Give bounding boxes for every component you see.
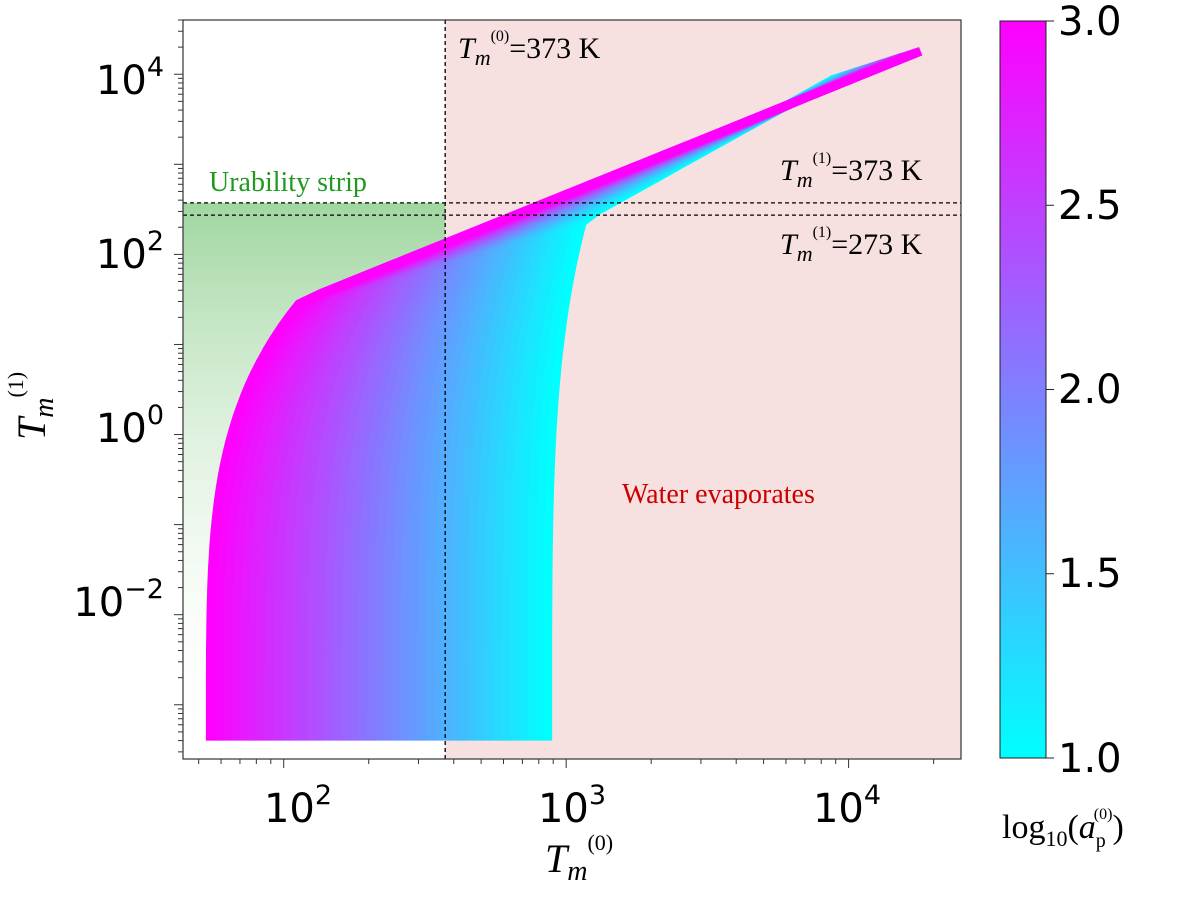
colorbar-label: log10(ap(0)) bbox=[1002, 806, 1124, 852]
colorbar-ticks bbox=[1046, 20, 1054, 759]
colorbar-tick-3.0: 3.0 bbox=[1058, 0, 1122, 45]
y-tick-label-1: 100 bbox=[96, 400, 164, 452]
plot-frame bbox=[182, 19, 962, 760]
colorbar-tick-2.5: 2.5 bbox=[1058, 183, 1122, 229]
axis-ticks bbox=[174, 19, 935, 768]
y-tick-label-100: 102 bbox=[96, 226, 164, 278]
x-tick-label-1000: 103 bbox=[538, 780, 606, 832]
band-strip bbox=[205, 47, 923, 741]
water-evaporates-label: Water evaporates bbox=[622, 479, 815, 510]
ref-label-x-373: Tm(0)=373 K bbox=[458, 28, 601, 70]
colorbar-tick-1.5: 1.5 bbox=[1058, 551, 1122, 597]
colorbar-tick-1.0: 1.0 bbox=[1058, 736, 1122, 782]
scatter-band bbox=[205, 47, 923, 741]
x-tick-label-100: 102 bbox=[264, 780, 332, 832]
y-axis-label: Tm(1) bbox=[3, 372, 60, 440]
y-tick-label-10000: 104 bbox=[96, 52, 164, 104]
ref-label-y-273: Tm(1)=273 K bbox=[780, 224, 923, 266]
colorbar-tick-2.0: 2.0 bbox=[1058, 367, 1122, 413]
y-tick-label-0.01: 10−2 bbox=[73, 574, 164, 626]
urability-strip-label: Urability strip bbox=[209, 167, 367, 198]
colorbar bbox=[999, 20, 1047, 759]
x-tick-label-10000: 104 bbox=[813, 780, 881, 832]
x-axis-label: Tm(0) bbox=[545, 830, 613, 887]
ref-label-y-373: Tm(1)=373 K bbox=[780, 150, 923, 192]
